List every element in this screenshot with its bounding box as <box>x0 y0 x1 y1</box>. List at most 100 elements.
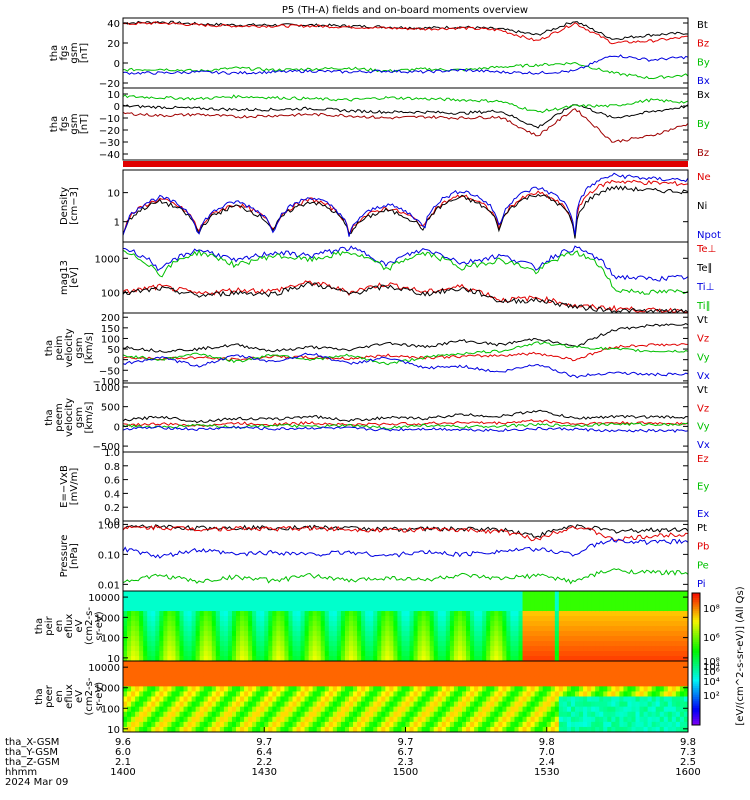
heatmap-cell <box>256 601 261 607</box>
heatmap-cell <box>155 681 160 687</box>
heatmap-cell <box>542 606 548 612</box>
heatmap-cell <box>615 606 620 612</box>
heatmap-cell <box>324 591 330 597</box>
heatmap-cell <box>151 661 156 667</box>
heatmap-cell <box>554 696 560 703</box>
heatmap-cell <box>546 606 552 612</box>
heatmap-cell <box>518 696 524 703</box>
heatmap-cell <box>417 721 423 728</box>
heatmap-cell <box>344 646 350 652</box>
heatmap-cell <box>373 666 378 672</box>
heatmap-cell <box>357 721 362 728</box>
heatmap-cell <box>647 711 653 718</box>
heatmap-cell <box>498 721 503 728</box>
heatmap-cell <box>365 696 370 703</box>
heatmap-cell <box>558 671 564 677</box>
heatmap-cell <box>195 631 201 637</box>
heatmap-cell <box>659 691 665 697</box>
heatmap-cell <box>163 681 168 687</box>
heatmap-cell <box>413 676 419 682</box>
heatmap-cell <box>566 676 572 682</box>
heatmap-cell <box>151 601 156 607</box>
heatmap-cell <box>135 616 140 622</box>
heatmap-cell <box>264 591 269 597</box>
heatmap-cell <box>579 666 584 672</box>
heatmap-cell <box>482 711 487 718</box>
heatmap-cell <box>526 711 532 718</box>
heatmap-cell <box>373 646 378 652</box>
heatmap-cell <box>502 721 507 728</box>
heatmap-cell <box>502 711 507 718</box>
heatmap-cell <box>583 661 588 667</box>
heatmap-cell <box>207 726 213 733</box>
heatmap-cell <box>643 596 649 602</box>
heatmap-cell <box>268 681 273 687</box>
y-axis-label: [km/s] <box>84 332 95 364</box>
heatmap-cell <box>231 681 237 687</box>
heatmap-cell <box>550 681 556 687</box>
heatmap-cell <box>635 636 641 642</box>
heatmap-cell <box>671 701 677 708</box>
heatmap-cell <box>195 656 201 662</box>
heatmap-cell <box>340 631 346 637</box>
heatmap-cell <box>219 601 225 607</box>
heatmap-cell <box>236 651 241 657</box>
heatmap-cell <box>558 611 564 617</box>
heatmap-cell <box>445 666 451 672</box>
heatmap-cell <box>332 671 338 677</box>
heatmap-cell <box>227 626 233 632</box>
heatmap-cell <box>683 716 689 723</box>
heatmap-cell <box>203 606 209 612</box>
heatmap-cell <box>627 626 632 632</box>
heatmap-cell <box>175 641 180 647</box>
heatmap-cell <box>599 596 604 602</box>
heatmap-cell <box>361 616 366 622</box>
heatmap-cell <box>675 716 681 723</box>
heatmap-cell <box>510 696 515 703</box>
heatmap-cell <box>631 681 637 687</box>
heatmap-cell <box>389 716 394 723</box>
heatmap-cell <box>554 631 560 637</box>
heatmap-cell <box>223 701 229 708</box>
heatmap-cell <box>562 711 568 718</box>
heatmap-cell <box>530 656 536 662</box>
heatmap-cell <box>679 591 685 597</box>
heatmap-cell <box>445 681 451 687</box>
heatmap-cell <box>522 701 528 708</box>
heatmap-cell <box>151 721 156 728</box>
heatmap-cell <box>300 616 306 622</box>
heatmap-cell <box>566 691 572 697</box>
heatmap-cell <box>627 606 632 612</box>
colorbar-swatch <box>692 700 700 704</box>
heatmap-cell <box>381 706 386 713</box>
heatmap-cell <box>175 656 180 662</box>
heatmap-cell <box>365 661 370 667</box>
heatmap-cell <box>336 621 342 627</box>
heatmap-cell <box>631 641 637 647</box>
heatmap-cell <box>244 666 249 672</box>
heatmap-cell <box>498 726 503 733</box>
heatmap-cell <box>260 706 265 713</box>
heatmap-cell <box>155 611 160 617</box>
heatmap-cell <box>187 606 193 612</box>
heatmap-cell <box>227 701 233 708</box>
heatmap-cell <box>603 721 608 728</box>
heatmap-cell <box>231 596 237 602</box>
colorbar-swatch <box>692 698 700 702</box>
heatmap-cell <box>562 611 568 617</box>
heatmap-cell <box>595 726 600 733</box>
heatmap-cell <box>550 716 556 723</box>
heatmap-cell <box>482 681 487 687</box>
heatmap-cell <box>490 606 495 612</box>
y-tick-label: −40 <box>99 150 120 161</box>
heatmap-cell <box>252 631 257 637</box>
heatmap-cell <box>219 636 225 642</box>
heatmap-cell <box>530 706 536 713</box>
heatmap-cell <box>179 606 185 612</box>
heatmap-cell <box>457 631 463 637</box>
x-tick-label: 6.0 <box>115 747 131 758</box>
heatmap-cell <box>300 716 306 723</box>
heatmap-cell <box>385 641 390 647</box>
heatmap-cell <box>583 691 588 697</box>
